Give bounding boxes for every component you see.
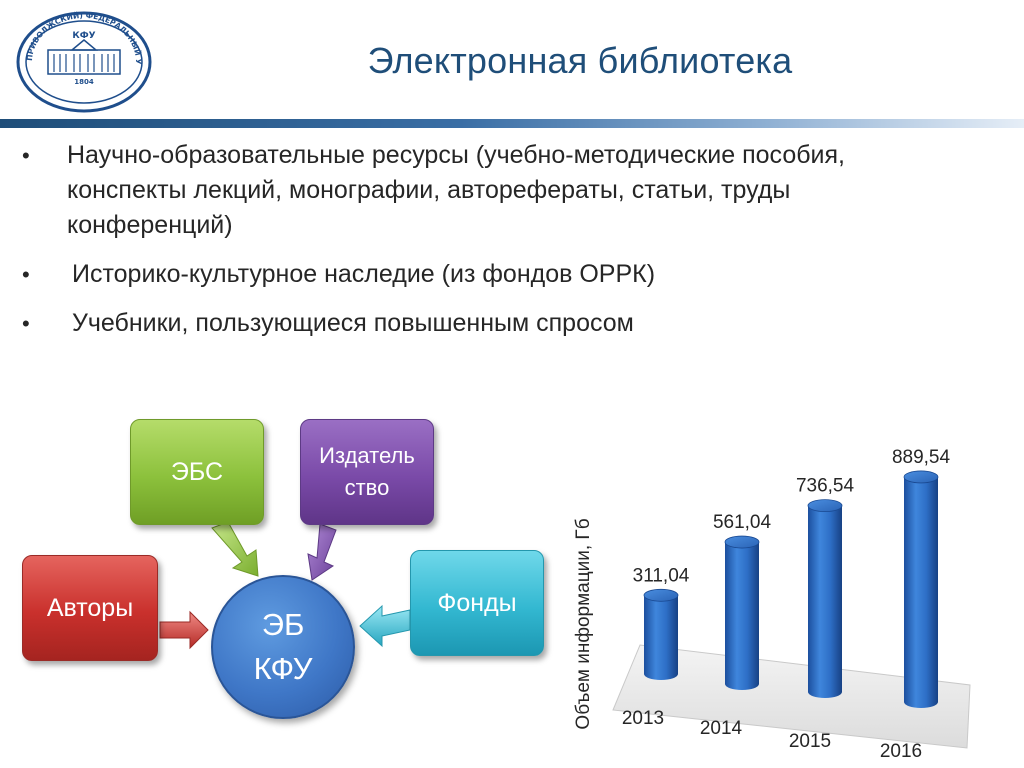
- bar: 561,04 2014: [700, 512, 772, 739]
- bar-top: [724, 535, 760, 549]
- circle-label-line1: ЭБ: [261, 607, 305, 642]
- bar-body: [725, 542, 759, 690]
- bar-body: [808, 505, 842, 698]
- bar-value-label: 736,54: [796, 476, 855, 497]
- funds-label: Фонды: [437, 588, 517, 617]
- kfu-logo: КАЗАНСКИЙ (ПРИВОЛЖСКИЙ) ФЕДЕРАЛЬНЫЙ УНИВ…: [14, 10, 152, 113]
- bar-body: [904, 476, 938, 708]
- chart-floor: [612, 644, 971, 749]
- slide-title: Электронная библиотека: [367, 40, 793, 81]
- bullet-text: Историко-культурное наследие (из фондов …: [72, 260, 656, 288]
- arrow-publisher: [307, 523, 337, 581]
- bar: 889,54 2016: [880, 447, 951, 762]
- diagram-arrows: [159, 521, 411, 650]
- arrow-ebs: [211, 521, 259, 577]
- arrow-authors: [159, 610, 209, 650]
- publisher-label: Издатель ство: [319, 443, 415, 500]
- x-tick-label: 2014: [700, 718, 743, 739]
- bar: 736,54 2015: [789, 476, 855, 752]
- bullet-item: • Историко-культурное наследие (из фондо…: [22, 257, 1002, 292]
- bar-value-label: 889,54: [892, 447, 951, 468]
- bar-value-label: 311,04: [633, 565, 690, 586]
- logo-center-text: КФУ: [72, 31, 95, 41]
- bar-top: [643, 588, 679, 602]
- arrow-funds: [359, 604, 411, 648]
- bullet-text: Учебники, пользующиеся повышенным спросо…: [72, 309, 634, 337]
- bullet-marker: •: [22, 311, 30, 336]
- bullet-list: • Научно-образовательные ресурсы (учебно…: [22, 138, 1002, 355]
- bar-top: [903, 470, 939, 484]
- authors-box: Авторы: [22, 555, 158, 661]
- sources-diagram: ЭБС Издатель ство Авторы Фонды ЭБ КФУ: [0, 400, 560, 768]
- publisher-box: Издатель ство: [300, 419, 434, 525]
- bar-top: [807, 499, 843, 513]
- ebs-box: ЭБС: [130, 419, 264, 525]
- circle-label-line2: КФУ: [253, 651, 313, 686]
- y-axis-label: Объем информации, Гб: [573, 518, 594, 729]
- bullet-item: • Учебники, пользующиеся повышенным спро…: [22, 306, 1002, 341]
- bar-body: [644, 595, 678, 680]
- bar-value-label: 561,04: [713, 512, 772, 533]
- bullet-item: • Научно-образовательные ресурсы (учебно…: [22, 138, 1002, 243]
- logo-year: 1804: [74, 78, 94, 86]
- authors-label: Авторы: [46, 593, 134, 622]
- bullet-marker: •: [22, 262, 30, 287]
- eb-kfu-circle: ЭБ КФУ: [211, 575, 355, 719]
- x-tick-label: 2013: [622, 708, 664, 729]
- x-tick-label: 2015: [789, 731, 831, 752]
- chart-svg: Объем информации, Гб 311,04 2013 561,04 201…: [573, 447, 971, 762]
- bullet-marker: •: [22, 143, 30, 168]
- header-divider: [0, 119, 1024, 128]
- bar: 311,04 2013: [622, 565, 690, 729]
- funds-box: Фонды: [410, 550, 544, 656]
- x-tick-label: 2016: [880, 741, 922, 762]
- volume-chart: Объем информации, Гб 311,04 2013 561,04 201…: [565, 420, 1024, 768]
- bullet-text: Научно-образовательные ресурсы (учебно-м…: [67, 141, 845, 239]
- ebs-label: ЭБС: [170, 457, 224, 486]
